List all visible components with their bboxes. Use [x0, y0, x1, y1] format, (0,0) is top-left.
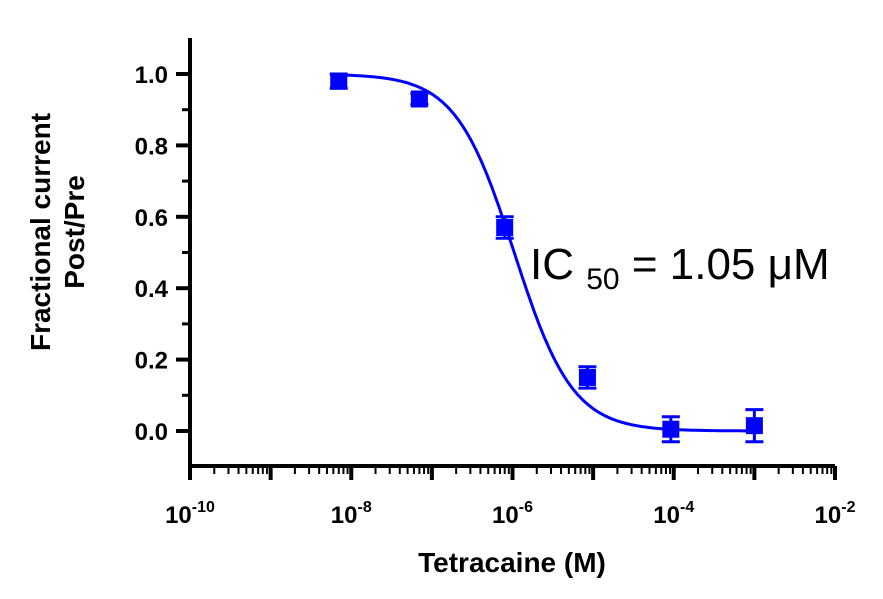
y-axis-title: Fractional current Post/Pre	[25, 113, 90, 351]
x-tick-label-exponent: -2	[841, 499, 855, 516]
y-axis-title-line-2: Post/Pre	[59, 175, 90, 289]
data-point	[662, 420, 680, 438]
x-tick-label-exponent: -10	[192, 499, 215, 516]
ic50-annotation: IC 50 = 1.05 μM	[530, 240, 830, 299]
y-tick-label: 0.0	[135, 419, 168, 446]
x-tick-label-base: 10	[331, 502, 358, 529]
y-tick-label: 0.8	[135, 133, 168, 160]
ic50-annotation-rest: = 1.05 μM	[632, 240, 830, 289]
y-tick-label: 0.4	[135, 276, 169, 303]
x-tick-label-base: 10	[492, 502, 519, 529]
x-tick-label: 10-8	[331, 499, 372, 529]
x-tick-label-exponent: -8	[357, 499, 371, 516]
data-point	[410, 90, 428, 108]
x-tick-label-exponent: -4	[680, 499, 694, 516]
data-point	[330, 72, 348, 90]
y-tick-label: 0.2	[135, 348, 168, 375]
y-tick-label: 1.0	[135, 62, 168, 89]
ic50-annotation-main: IC	[530, 240, 574, 289]
fit-curve-group	[338, 73, 755, 433]
x-tick-label-base: 10	[653, 502, 680, 529]
x-tick-label-base: 10	[815, 502, 842, 529]
data-point	[745, 417, 763, 435]
x-tick-label: 10-4	[653, 499, 694, 529]
y-tick-label: 0.6	[135, 205, 168, 232]
y-axis-title-line-1: Fractional current	[25, 113, 56, 351]
fit-curve	[338, 73, 755, 433]
x-tick-label: 10-10	[165, 499, 215, 529]
x-axis-title: Tetracaine (M)	[418, 547, 606, 578]
y-axis: 0.0 0.2 0.4 0.6 0.8 1.0	[135, 38, 192, 466]
x-tick-label-base: 10	[165, 502, 192, 529]
data-point	[578, 368, 596, 386]
data-points	[329, 72, 764, 444]
x-tick-label-exponent: -6	[519, 499, 533, 516]
x-tick-label: 10-2	[815, 499, 856, 529]
ic50-annotation-sub: 50	[586, 263, 619, 296]
data-point	[496, 219, 514, 237]
x-axis: 10-10 10-8 10-6 10-4 10-2	[165, 464, 856, 529]
x-tick-label: 10-6	[492, 499, 533, 529]
